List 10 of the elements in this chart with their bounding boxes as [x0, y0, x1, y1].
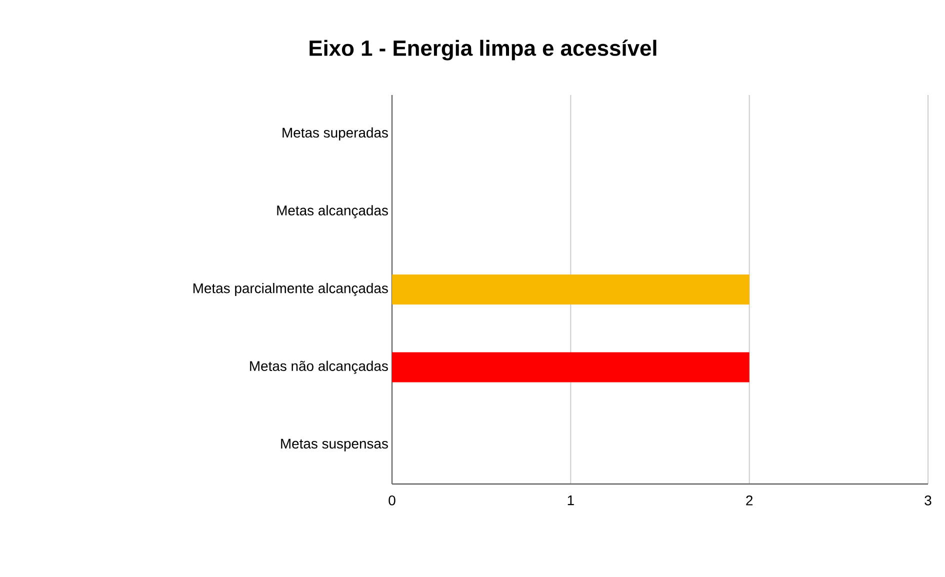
x-tick-label: 3 — [924, 496, 932, 506]
x-tick-label: 2 — [746, 496, 753, 506]
y-tick-label: Metas alcançadas — [277, 205, 388, 218]
y-tick-label: Metas não alcançadas — [250, 360, 388, 374]
chart-title: Eixo 1 - Energia limpa e acessível — [310, 40, 656, 60]
y-tick-label: Metas parcialmente alcançadas — [193, 282, 388, 296]
y-tick-label: Metas superadas — [282, 127, 388, 140]
y-tick-label: Metas suspensas — [281, 438, 388, 452]
x-tick-label: 1 — [568, 496, 574, 506]
x-tick-label: 0 — [388, 496, 396, 506]
